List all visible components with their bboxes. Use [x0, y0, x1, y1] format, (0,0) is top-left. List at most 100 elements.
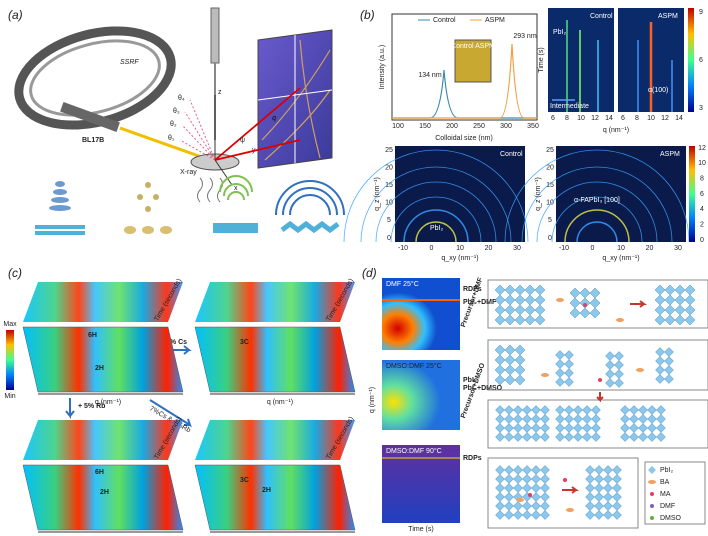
legend-label: ASPM [485, 17, 505, 24]
octahedron [534, 294, 546, 306]
icon [219, 175, 253, 201]
octahedron [582, 432, 592, 442]
octahedron [513, 510, 523, 520]
molecule [556, 298, 564, 302]
tick-label: 10 [617, 245, 625, 252]
plot-frame [391, 13, 538, 121]
tick-label: 20 [485, 245, 493, 252]
axis-label: z [218, 89, 222, 96]
octahedron [564, 432, 574, 442]
octahedron [647, 405, 657, 415]
icon [124, 226, 136, 234]
octahedron [664, 314, 676, 326]
octahedron [504, 304, 516, 316]
map-title: ASPM [658, 13, 678, 20]
arrow [149, 399, 192, 428]
octahedron [504, 510, 514, 520]
film-layer [35, 231, 85, 235]
octahedron [555, 432, 565, 442]
octahedron [513, 483, 523, 493]
octahedron [514, 314, 526, 326]
octahedron [522, 510, 532, 520]
octahedron [504, 501, 514, 511]
beam-label: X-ray [180, 169, 197, 176]
ring [403, 209, 469, 243]
arrow [562, 486, 579, 494]
icon [137, 194, 143, 200]
octahedron [495, 483, 505, 493]
octahedron [495, 423, 505, 433]
octahedron [620, 432, 630, 442]
octahedron [674, 304, 686, 316]
tick-label: 10 [698, 160, 706, 167]
colorbar-label: Max [3, 321, 17, 328]
beamline-name: BL17B [82, 137, 104, 144]
octahedron [494, 284, 506, 296]
panel-label: (c) [8, 266, 22, 280]
octahedron [684, 314, 696, 326]
octahedron [585, 465, 595, 475]
octahedron [531, 432, 541, 442]
tick-label: 250 [473, 123, 485, 130]
octahedron [513, 414, 523, 424]
x-axis-label: q (nm⁻¹) [603, 127, 629, 134]
angle-label: θ₂ [170, 121, 177, 128]
x-axis [214, 159, 233, 186]
octahedron [647, 432, 657, 442]
octahedron [504, 294, 516, 306]
tick-label: 25 [385, 147, 393, 154]
colorbar-label: Min [4, 393, 15, 400]
octahedron [612, 483, 622, 493]
octahedron [684, 304, 696, 316]
tick-label: 15 [546, 182, 554, 189]
octahedron [612, 510, 622, 520]
octahedron [582, 423, 592, 433]
stage-label: PbI₂ [463, 377, 477, 384]
molecule [528, 493, 532, 497]
surface-front [194, 326, 356, 393]
octahedron [612, 492, 622, 502]
octahedron [504, 423, 514, 433]
octahedron [504, 374, 516, 386]
tick-label: 15 [385, 182, 393, 189]
tick-label: q (nm⁻¹) [267, 399, 293, 406]
octahedron [524, 284, 536, 296]
scattered-beam [214, 139, 301, 161]
octahedron [495, 501, 505, 511]
icon [275, 180, 345, 216]
octahedron [494, 364, 506, 376]
legend-label: BA [660, 479, 670, 486]
panel-c: (c) Max Min + 5% Cs + 5% Rb 7%Cs & 3%Rb … [3, 266, 356, 533]
tick-label: 0 [387, 235, 391, 242]
octahedron [585, 483, 595, 493]
octahedron [564, 423, 574, 433]
tick-label: 0 [548, 235, 552, 242]
octahedron [605, 351, 615, 361]
octahedron [638, 432, 648, 442]
tick-label: 6 [699, 57, 703, 64]
octahedron [531, 465, 541, 475]
octahedron [573, 423, 583, 433]
octahedron [605, 360, 615, 370]
legend-swatch [648, 466, 656, 474]
octahedron [614, 351, 624, 361]
legend-label: MA [660, 491, 671, 498]
octahedron [654, 314, 666, 326]
tick-label: 30 [513, 245, 521, 252]
tick-label: 0 [430, 245, 434, 252]
tick-label: 6 [551, 115, 555, 122]
octahedron [638, 414, 648, 424]
octahedron [534, 314, 546, 326]
octahedron [664, 365, 674, 375]
y-axis-label: Time (s) [538, 47, 545, 72]
condition-label: DMSO:DMF 25°C [386, 362, 442, 370]
octahedron [494, 294, 506, 306]
octahedron [495, 492, 505, 502]
octahedron [620, 405, 630, 415]
film-layer [35, 225, 85, 229]
octahedron [594, 492, 604, 502]
tick-label: 14 [675, 115, 683, 122]
icon [55, 181, 65, 187]
octahedron [504, 284, 516, 296]
legend-label: DMSO [660, 515, 682, 522]
